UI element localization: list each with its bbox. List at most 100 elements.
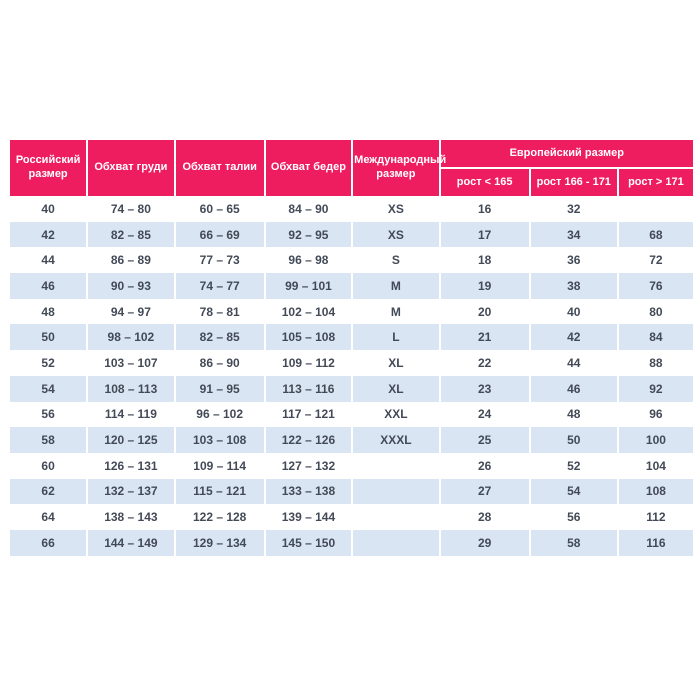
table-cell: M: [352, 273, 441, 299]
table-cell: 92: [649, 381, 663, 396]
table-cell: 38: [529, 273, 619, 299]
table-cell: 21: [439, 324, 531, 351]
table-cell: 19: [439, 273, 531, 299]
table-cell: 16: [439, 196, 531, 222]
table-cell: 84: [649, 330, 663, 345]
table-cell: 86 – 89: [87, 247, 176, 274]
table-cell: [618, 196, 693, 222]
table-cell: 44: [529, 350, 619, 376]
table-cell: 132 – 137: [87, 478, 176, 505]
table-cell: 80: [649, 304, 663, 319]
header-international-size: Международный размер: [352, 140, 446, 196]
table-cell: 144 – 149: [87, 529, 176, 556]
table-cell: 103 – 107: [87, 350, 176, 376]
header-chest: Обхват груди: [87, 140, 176, 196]
table-cell: 91 – 95: [174, 375, 266, 402]
table-cell: XXL: [352, 401, 441, 428]
table-cell: 54: [529, 478, 619, 505]
table-cell: 127 – 132: [264, 452, 354, 479]
table-cell: 112: [646, 510, 666, 525]
table-cell: 36: [529, 247, 619, 274]
table-row: 64 138 – 143 122 – 128 139 – 144 28 56 112: [10, 504, 693, 530]
table-cell: 62: [10, 478, 89, 505]
table-header: Российский размер Обхват груди Обхват та…: [10, 140, 693, 196]
table-cell: 109 – 114: [174, 452, 266, 479]
table-cell: 48: [529, 401, 619, 428]
table-cell: 56: [10, 401, 89, 428]
table-cell: XS: [352, 196, 441, 222]
table-cell: 82 – 85: [87, 221, 176, 248]
table-cell: 99 – 101: [264, 273, 354, 299]
header-russian-size: Российский размер: [10, 140, 89, 196]
table-cell: 58: [529, 529, 619, 556]
table-cell: 104: [645, 458, 666, 473]
table-cell: [352, 452, 441, 479]
table-cell: 48: [10, 298, 89, 325]
table-cell: 114 – 119: [87, 401, 176, 428]
table-cell: 32: [529, 196, 619, 222]
table-cell: 17: [439, 221, 531, 248]
table-cell: 108 – 113: [87, 375, 176, 402]
table-cell: XL: [352, 375, 441, 402]
table-cell: 42: [529, 324, 619, 351]
table-cell: 88: [649, 355, 663, 370]
table-cell: L: [352, 324, 441, 351]
table-cell: 78 – 81: [174, 298, 266, 325]
table-cell: 117 – 121: [264, 401, 354, 428]
table-row: 52 103 – 107 86 – 90 109 – 112 XL 22 44 88: [10, 350, 693, 376]
table-cell: 27: [439, 478, 531, 505]
table-cell: XXXL: [352, 427, 441, 453]
table-cell: 66 – 69: [174, 221, 266, 248]
table-cell: 96 – 98: [264, 247, 354, 274]
header-waist: Обхват талии: [174, 140, 266, 196]
table-cell: 145 – 150: [264, 529, 354, 556]
table-cell: 64: [10, 504, 89, 530]
table-cell: 46: [529, 375, 619, 402]
table-cell: 82 – 85: [174, 324, 266, 351]
table-cell: XS: [352, 221, 441, 248]
table-cell: 94 – 97: [87, 298, 176, 325]
table-cell: 58: [10, 427, 89, 453]
table-cell: 86 – 90: [174, 350, 266, 376]
table-cell: 138 – 143: [87, 504, 176, 530]
table-cell: 108: [645, 484, 666, 499]
table-cell: 100: [645, 433, 666, 448]
table-cell: 52: [10, 350, 89, 376]
table-cell: 96 – 102: [174, 401, 266, 428]
table-cell: 74 – 80: [87, 196, 176, 222]
table-cell: 40: [529, 298, 619, 325]
table-cell: 52: [529, 452, 619, 479]
header-height-under-165: рост < 165: [439, 168, 531, 196]
table-cell: 56: [529, 504, 619, 530]
table-cell: 116: [646, 535, 666, 550]
table-cell: M: [352, 298, 441, 325]
table-cell: 46: [10, 273, 89, 299]
table-body: 40 74 – 80 60 – 65 84 – 90 XS 16 32 42 82 – 85 66…: [10, 196, 693, 556]
table-cell: 96: [649, 407, 663, 422]
table-cell: [352, 504, 441, 530]
table-row: 44 86 – 89 77 – 73 96 – 98 S 18 36 72: [10, 247, 693, 274]
table-row: 54 108 – 113 91 – 95 113 – 116 XL 23 46 92: [10, 375, 693, 402]
table-cell: 77 – 73: [174, 247, 266, 274]
table-cell: 74 – 77: [174, 273, 266, 299]
table-cell: 122 – 126: [264, 427, 354, 453]
table-cell: 76: [649, 278, 663, 293]
table-cell: 139 – 144: [264, 504, 354, 530]
table-cell: 40: [10, 196, 89, 222]
table-cell: XL: [352, 350, 441, 376]
header-height-166-171: рост 166 - 171: [529, 168, 619, 196]
table-cell: 66: [10, 529, 89, 556]
table-cell: 103 – 108: [174, 427, 266, 453]
table-cell: 133 – 138: [264, 478, 354, 505]
table-cell: 60 – 65: [174, 196, 266, 222]
table-cell: 68: [649, 227, 663, 242]
table-cell: 129 – 134: [174, 529, 266, 556]
table-cell: 115 – 121: [174, 478, 266, 505]
table-cell: 102 – 104: [264, 298, 354, 325]
table-cell: 26: [439, 452, 531, 479]
table-cell: 50: [529, 427, 619, 453]
table-row: 42 82 – 85 66 – 69 92 – 95 XS 17 34 68: [10, 221, 693, 248]
table-cell: 84 – 90: [264, 196, 354, 222]
table-cell: 20: [439, 298, 531, 325]
table-cell: 23: [439, 375, 531, 402]
